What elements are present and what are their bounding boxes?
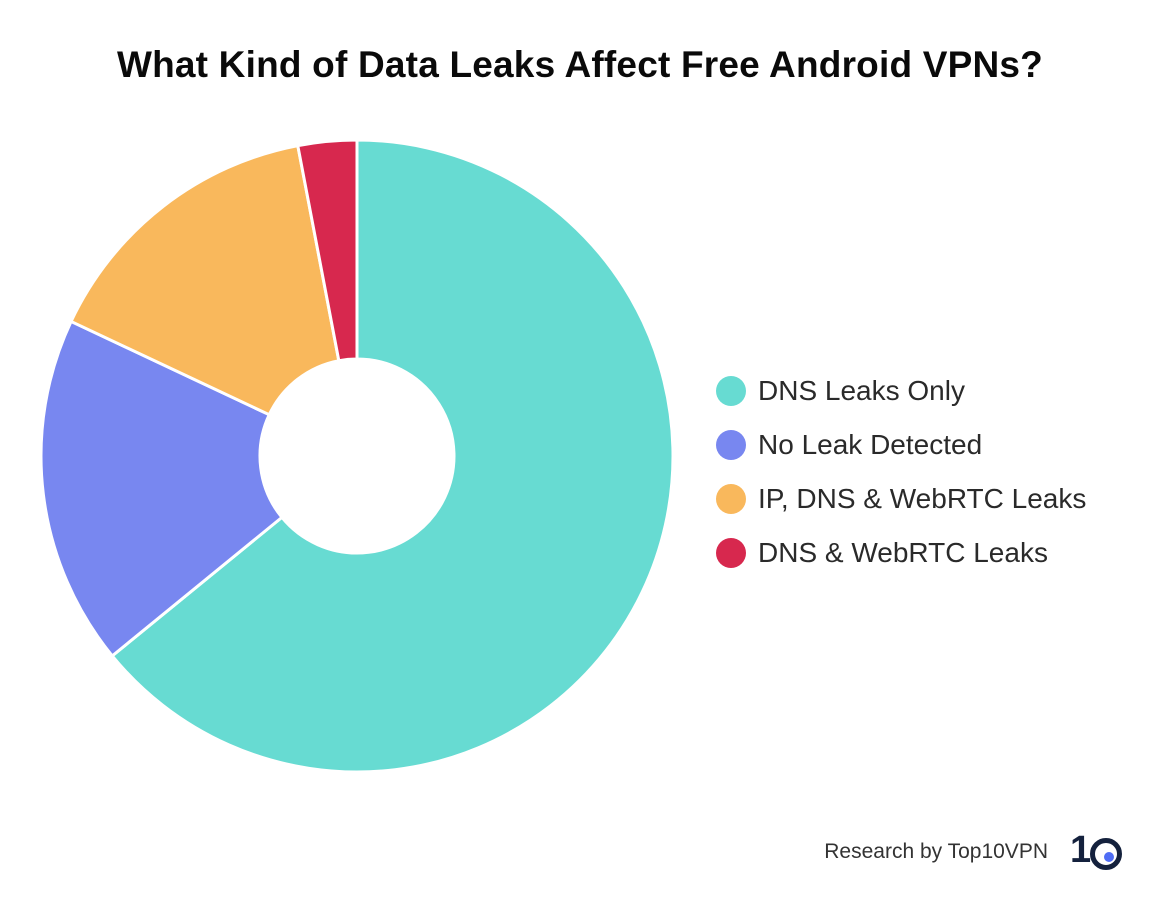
pie-slice-ip-dns-webrtc-leaks (69, 144, 341, 417)
legend-label: DNS Leaks Only (758, 375, 965, 406)
logo-one-glyph: 1 (1070, 829, 1092, 871)
top10vpn-logo: 1 (1070, 829, 1122, 872)
credit-text: Research by Top10VPN (824, 840, 1048, 863)
pie-slice-no-leak-detected (39, 319, 284, 658)
legend-item: No Leak Detected (716, 418, 1156, 472)
chart-title: What Kind of Data Leaks Affect Free Andr… (116, 44, 1043, 85)
legend-item: DNS Leaks Only (716, 364, 1156, 418)
legend-swatch (716, 538, 746, 568)
legend-item: DNS & WebRTC Leaks (716, 526, 1156, 580)
logo-dot (1104, 852, 1114, 862)
legend-label: No Leak Detected (758, 429, 983, 460)
legend-label: DNS & WebRTC Leaks (758, 537, 1048, 568)
pie-slice-dns-webrtc-leaks (296, 138, 359, 363)
legend-swatch (716, 430, 746, 460)
legend-swatch (716, 484, 746, 514)
logo-zero-ring (1090, 838, 1122, 870)
pie-slice-dns-leaks-only (110, 138, 675, 774)
legend-label: IP, DNS & WebRTC Leaks (758, 483, 1087, 514)
footer-credit: Research by Top10VPN 1 (824, 829, 1122, 872)
chart-legend: DNS Leaks Only No Leak Detected IP, DNS & … (716, 364, 1156, 580)
legend-item: IP, DNS & WebRTC Leaks (716, 472, 1156, 526)
legend-swatch (716, 376, 746, 406)
